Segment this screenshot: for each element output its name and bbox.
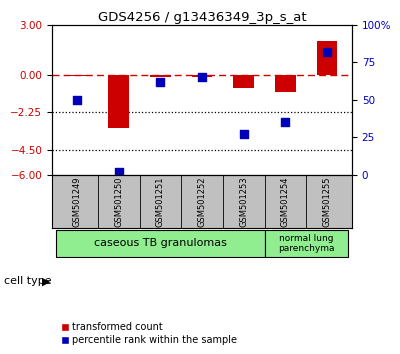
- Text: GSM501252: GSM501252: [198, 176, 206, 227]
- Bar: [56, 230, 264, 257]
- Text: GSM501250: GSM501250: [114, 176, 123, 227]
- Text: GSM501254: GSM501254: [281, 176, 290, 227]
- Text: ▶: ▶: [42, 276, 50, 286]
- Point: [282, 120, 288, 125]
- Title: GDS4256 / g13436349_3p_s_at: GDS4256 / g13436349_3p_s_at: [98, 11, 306, 24]
- Point: [240, 132, 247, 137]
- Point: [116, 169, 122, 175]
- Bar: [316, 41, 338, 75]
- Text: GSM501253: GSM501253: [239, 176, 248, 227]
- Point: [157, 79, 164, 85]
- Text: GSM501251: GSM501251: [156, 176, 165, 227]
- Text: caseous TB granulomas: caseous TB granulomas: [94, 238, 227, 249]
- Text: GSM501255: GSM501255: [322, 176, 332, 227]
- Legend: transformed count, percentile rank within the sample: transformed count, percentile rank withi…: [57, 319, 241, 349]
- Point: [74, 97, 80, 103]
- Bar: [233, 75, 254, 88]
- Text: GSM501249: GSM501249: [72, 176, 82, 227]
- Text: cell type: cell type: [4, 276, 52, 286]
- Text: normal lung
parenchyma: normal lung parenchyma: [278, 234, 334, 253]
- Bar: [192, 75, 212, 76]
- Bar: [264, 230, 348, 257]
- Point: [199, 75, 205, 80]
- Bar: [150, 75, 171, 76]
- Bar: [66, 75, 88, 76]
- Point: [324, 49, 330, 55]
- Bar: [275, 75, 296, 92]
- Bar: [108, 75, 129, 128]
